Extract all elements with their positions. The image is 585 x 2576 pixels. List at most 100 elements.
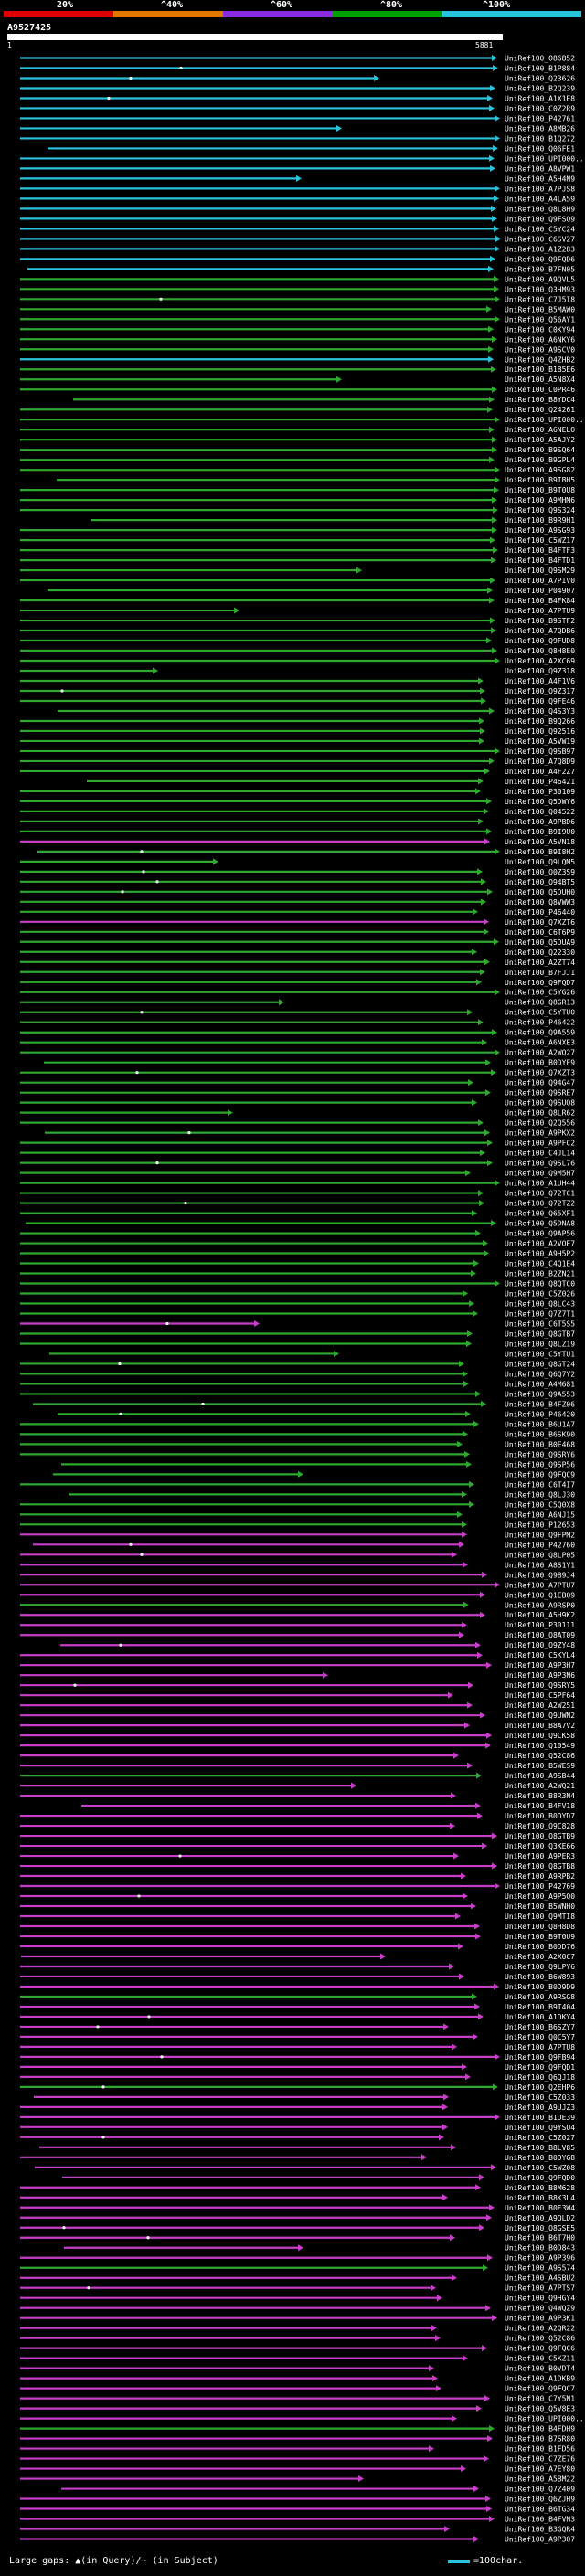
hit-label[interactable]: UniRef100_C5Z027 <box>505 2134 575 2142</box>
hit-label[interactable]: UniRef100_Q8VWW3 <box>505 898 575 906</box>
hit-label[interactable]: UniRef100_A7PTS7 <box>505 2284 575 2293</box>
hit-label[interactable]: UniRef100_B6W893 <box>505 1973 575 1981</box>
hit-label[interactable]: UniRef100_O86852 <box>505 54 575 62</box>
hit-label[interactable]: UniRef100_Q8GSE5 <box>505 2224 575 2232</box>
hit-label[interactable]: UniRef100_A1DKB9 <box>505 2375 575 2383</box>
hit-label[interactable]: UniRef100_Q9SL76 <box>505 1160 575 1168</box>
hit-label[interactable]: UniRef100_A1DKY4 <box>505 2013 575 2021</box>
hit-label[interactable]: UniRef100_A7PIV0 <box>505 577 575 585</box>
hit-label[interactable]: UniRef100_Q8H8D8 <box>505 1923 575 1931</box>
hit-label[interactable]: UniRef100_A9PBD6 <box>505 818 575 826</box>
hit-label[interactable]: UniRef100_B4FZ06 <box>505 1400 575 1408</box>
hit-label[interactable]: UniRef100_Q92516 <box>505 727 575 736</box>
hit-label[interactable]: UniRef100_P30109 <box>505 788 575 796</box>
hit-label[interactable]: UniRef100_Q9SB97 <box>505 747 575 756</box>
hit-label[interactable]: UniRef100_B4FK84 <box>505 597 575 605</box>
hit-label[interactable]: UniRef100_A9QLD2 <box>505 2214 575 2222</box>
hit-label[interactable]: UniRef100_A7PTU7 <box>505 1581 575 1589</box>
hit-label[interactable]: UniRef100_Q6ZJH9 <box>505 2496 575 2504</box>
hit-label[interactable]: UniRef100_P46422 <box>505 1019 575 1027</box>
hit-label[interactable]: UniRef100_B9R9H1 <box>505 516 575 525</box>
hit-label[interactable]: UniRef100_Q9CK58 <box>505 1732 575 1740</box>
hit-label[interactable]: UniRef100_A6NKY6 <box>505 335 575 344</box>
hit-label[interactable]: UniRef100_Q9FQD0 <box>505 2174 575 2182</box>
hit-label[interactable]: UniRef100_B6TG34 <box>505 2506 575 2514</box>
hit-label[interactable]: UniRef100_B8YDC4 <box>505 396 575 404</box>
hit-label[interactable]: UniRef100_Q9SP56 <box>505 1460 575 1468</box>
hit-label[interactable]: UniRef100_B1FD56 <box>505 2445 575 2454</box>
hit-label[interactable]: UniRef100_C5Z026 <box>505 1290 575 1299</box>
hit-label[interactable]: UniRef100_A4F1V6 <box>505 677 575 685</box>
hit-label[interactable]: UniRef100_Q72TC1 <box>505 1190 575 1198</box>
hit-label[interactable]: UniRef100_B0DYD7 <box>505 1812 575 1820</box>
hit-label[interactable]: UniRef100_Q9SRY5 <box>505 1681 575 1690</box>
hit-label[interactable]: UniRef100_C5KZ11 <box>505 2355 575 2363</box>
hit-label[interactable]: UniRef100_A8VPW1 <box>505 164 575 173</box>
hit-label[interactable]: UniRef100_A9P3H7 <box>505 1661 575 1670</box>
hit-label[interactable]: UniRef100_Q9SRY6 <box>505 1450 575 1458</box>
hit-label[interactable]: UniRef100_Q9FQD1 <box>505 2063 575 2072</box>
hit-label[interactable]: UniRef100_Q9MTI8 <box>505 1913 575 1921</box>
hit-label[interactable]: UniRef100_Q8GR13 <box>505 999 575 1007</box>
hit-label[interactable]: UniRef100_A9PKX2 <box>505 1129 575 1138</box>
hit-label[interactable]: UniRef100_Q9S324 <box>505 506 575 514</box>
hit-label[interactable]: UniRef100_Q8LP05 <box>505 1551 575 1559</box>
hit-label[interactable]: UniRef100_A5H4N9 <box>505 175 575 183</box>
hit-label[interactable]: UniRef100_C5Z033 <box>505 2094 575 2102</box>
hit-label[interactable]: UniRef100_P46421 <box>505 778 575 786</box>
hit-label[interactable]: UniRef100_B9Q266 <box>505 717 575 726</box>
hit-label[interactable]: UniRef100_A9RPB2 <box>505 1872 575 1881</box>
hit-label[interactable]: UniRef100_A9P3K1 <box>505 2315 575 2323</box>
hit-label[interactable]: UniRef100_C5KYL4 <box>505 1651 575 1659</box>
hit-label[interactable]: UniRef100_Q52C86 <box>505 2335 575 2343</box>
hit-label[interactable]: UniRef100_A9RSG8 <box>505 1993 575 2001</box>
hit-label[interactable]: UniRef100_Q8GTB8 <box>505 1862 575 1871</box>
hit-label[interactable]: UniRef100_Q1EBQ9 <box>505 1591 575 1599</box>
hit-label[interactable]: UniRef100_B9T404 <box>505 2003 575 2011</box>
hit-label[interactable]: UniRef100_Q9HGY4 <box>505 2295 575 2303</box>
hit-label[interactable]: UniRef100_B2ZN21 <box>505 1270 575 1278</box>
hit-label[interactable]: UniRef100_C5YC24 <box>505 225 575 233</box>
hit-label[interactable]: UniRef100_P46420 <box>505 1410 575 1418</box>
hit-label[interactable]: UniRef100_Q23626 <box>505 74 575 82</box>
hit-label[interactable]: UniRef100_B9I9U0 <box>505 828 575 836</box>
hit-label[interactable]: UniRef100_C7J5I8 <box>505 295 575 303</box>
hit-label[interactable]: UniRef100_B8A7V2 <box>505 1722 575 1730</box>
hit-label[interactable]: UniRef100_B9STF2 <box>505 617 575 625</box>
hit-label[interactable]: UniRef100_Q9LPY6 <box>505 1963 575 1971</box>
hit-label[interactable]: UniRef100_C5Q0X8 <box>505 1500 575 1509</box>
hit-label[interactable]: UniRef100_UPI000... <box>505 416 585 424</box>
hit-label[interactable]: UniRef100_A9H5P2 <box>505 1250 575 1258</box>
hit-label[interactable]: UniRef100_Q8H8E0 <box>505 647 575 655</box>
hit-label[interactable]: UniRef100_Q9SRE7 <box>505 1089 575 1097</box>
hit-label[interactable]: UniRef100_Q56AY1 <box>505 315 575 323</box>
hit-label[interactable]: UniRef100_B1P884 <box>505 64 575 72</box>
hit-label[interactable]: UniRef100_B0D9D9 <box>505 1983 575 1991</box>
hit-label[interactable]: UniRef100_A8S1Y1 <box>505 1561 575 1569</box>
hit-label[interactable]: UniRef100_Q9SM29 <box>505 567 575 575</box>
hit-label[interactable]: UniRef100_A7PJS8 <box>505 185 575 193</box>
hit-label[interactable]: UniRef100_B8R3N4 <box>505 1792 575 1800</box>
hit-label[interactable]: UniRef100_B6SZY7 <box>505 2023 575 2031</box>
hit-label[interactable]: UniRef100_Q9SUQ8 <box>505 1099 575 1108</box>
hit-label[interactable]: UniRef100_Q4ZHB2 <box>505 355 575 364</box>
hit-label[interactable]: UniRef100_B3GQR4 <box>505 2526 575 2534</box>
hit-label[interactable]: UniRef100_Q9FQC9 <box>505 1470 575 1479</box>
hit-label[interactable]: UniRef100_B5WES9 <box>505 1762 575 1770</box>
hit-label[interactable]: UniRef100_C0Z2R9 <box>505 104 575 112</box>
hit-label[interactable]: UniRef100_A7QDB6 <box>505 627 575 635</box>
hit-label[interactable]: UniRef100_A9SB44 <box>505 1772 575 1780</box>
hit-label[interactable]: UniRef100_A4F2Z7 <box>505 768 575 776</box>
hit-label[interactable]: UniRef100_Q7XZT6 <box>505 918 575 927</box>
hit-label[interactable]: UniRef100_Q4S3Y3 <box>505 707 575 716</box>
hit-label[interactable]: UniRef100_Q8QTC0 <box>505 1280 575 1288</box>
hit-label[interactable]: UniRef100_C5PF64 <box>505 1691 575 1700</box>
hit-label[interactable]: UniRef100_Q8LJ30 <box>505 1490 575 1499</box>
hit-label[interactable]: UniRef100_A9P5Q0 <box>505 1892 575 1901</box>
hit-label[interactable]: UniRef100_Q9Z318 <box>505 667 575 675</box>
hit-label[interactable]: UniRef100_B9IBH5 <box>505 476 575 484</box>
hit-label[interactable]: UniRef100_C6T5S5 <box>505 1320 575 1328</box>
hit-label[interactable]: UniRef100_Q4WQZ9 <box>505 2305 575 2313</box>
hit-label[interactable]: UniRef100_Q5DUA9 <box>505 938 575 947</box>
hit-label[interactable]: UniRef100_P12653 <box>505 1521 575 1529</box>
